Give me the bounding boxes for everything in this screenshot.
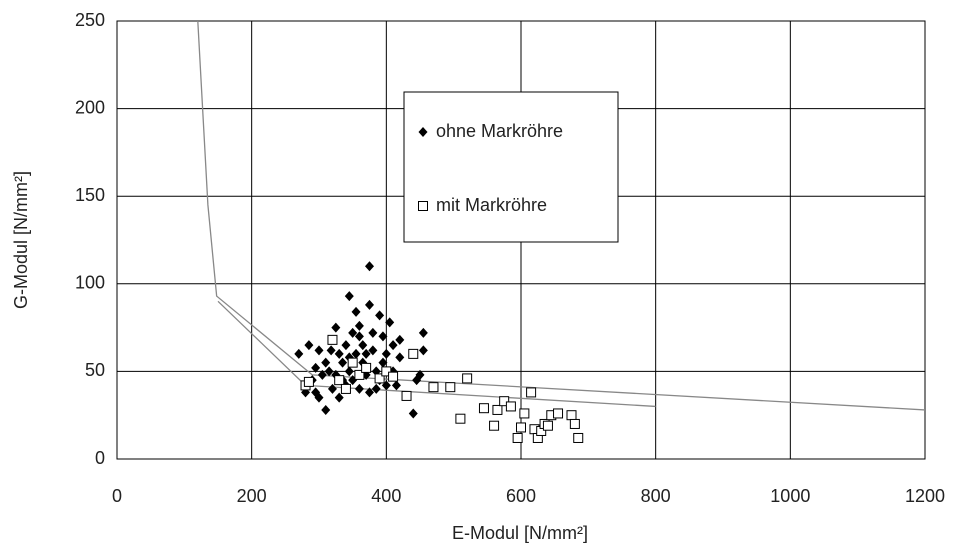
legend-label: mit Markröhre (436, 195, 547, 215)
diamond-point (294, 348, 304, 359)
diamond-point (354, 331, 364, 342)
square-point (381, 366, 392, 377)
diamond-point (365, 387, 374, 398)
square-point (418, 201, 428, 211)
square-point (542, 420, 553, 431)
square-point (361, 362, 372, 373)
x-tick-label: 400 (371, 486, 401, 506)
diamond-point (344, 291, 354, 302)
legend-label: ohne Markröhre (436, 121, 563, 141)
diamond-point (321, 404, 331, 415)
x-tick-label: 0 (112, 486, 122, 506)
diamond-point (375, 310, 385, 321)
diamond-point (314, 392, 324, 403)
square-point (354, 369, 365, 380)
x-tick-label: 1200 (905, 486, 945, 506)
square-point (516, 422, 526, 433)
diamond-point (324, 366, 334, 377)
diamond-point (395, 334, 405, 345)
diamond-point (351, 306, 361, 317)
plot-border (116, 20, 926, 460)
diamond-point (418, 127, 428, 137)
diamond-point (368, 345, 378, 356)
diamond-point (338, 357, 348, 368)
diamond-point (326, 345, 336, 356)
y-tick-label: 200 (75, 97, 105, 117)
diamond-point (408, 408, 418, 419)
diamond-point (334, 348, 344, 359)
x-tick-label: 600 (506, 486, 536, 506)
square-point (553, 408, 564, 419)
diamond-point (395, 352, 405, 363)
x-tick-label: 200 (237, 486, 267, 506)
square-point (526, 387, 537, 398)
square-point (492, 404, 503, 415)
y-tick-label: 250 (75, 10, 105, 30)
diamond-point (348, 327, 358, 338)
diamond-point (321, 357, 331, 368)
diamond-point (391, 380, 401, 391)
square-point (512, 432, 523, 443)
square-point (327, 334, 338, 345)
diamond-point (331, 322, 341, 333)
diamond-point (354, 320, 364, 331)
diamond-point (378, 357, 388, 368)
diamond-point (388, 340, 398, 351)
diamond-point (365, 299, 374, 310)
square-point (408, 348, 419, 359)
y-tick-label: 50 (85, 360, 105, 380)
y-tick-label: 100 (75, 273, 105, 293)
square-point (347, 357, 358, 368)
square-point (401, 390, 412, 401)
diamond-point (351, 348, 361, 359)
square-point (445, 382, 456, 393)
y-tick-label: 150 (75, 185, 105, 205)
square-point (340, 383, 351, 394)
square-point (455, 413, 466, 424)
diamond-point (334, 392, 344, 403)
square-point (573, 432, 584, 443)
diamond-point (354, 383, 364, 394)
diamond-point (385, 317, 395, 328)
square-point (505, 401, 516, 412)
diamond-point (371, 383, 381, 394)
diamond-point (378, 331, 388, 342)
square-point (478, 403, 489, 414)
legend-box (403, 91, 619, 243)
diamond-point (365, 261, 374, 272)
square-point (303, 376, 314, 387)
diamond-point (381, 348, 391, 359)
square-point (388, 371, 399, 382)
curve-line (197, 20, 926, 411)
square-point (462, 373, 473, 384)
square-point (569, 418, 580, 429)
square-point (334, 375, 345, 386)
diamond-point (327, 383, 337, 394)
diamond-point (412, 375, 422, 386)
diamond-point (361, 348, 371, 359)
diamond-point (304, 340, 314, 351)
x-axis-label: E-Modul [N/mm²] (452, 523, 588, 543)
diamond-point (311, 362, 321, 373)
square-point (566, 410, 577, 421)
square-point (499, 396, 510, 407)
y-tick-label: 0 (95, 448, 105, 468)
diamond-point (314, 345, 324, 356)
diamond-point (358, 340, 368, 351)
diamond-point (368, 327, 378, 338)
square-point (489, 420, 500, 431)
diamond-point (418, 345, 428, 356)
x-tick-label: 800 (641, 486, 671, 506)
diamond-point (341, 340, 351, 351)
x-tick-label: 1000 (770, 486, 810, 506)
diamond-point (418, 327, 428, 338)
square-point (428, 382, 439, 393)
diamond-point (317, 369, 327, 380)
diamond-point (344, 366, 354, 377)
square-point (519, 408, 530, 419)
square-point (374, 373, 385, 384)
y-axis-label: G-Modul [N/mm²] (11, 171, 31, 309)
